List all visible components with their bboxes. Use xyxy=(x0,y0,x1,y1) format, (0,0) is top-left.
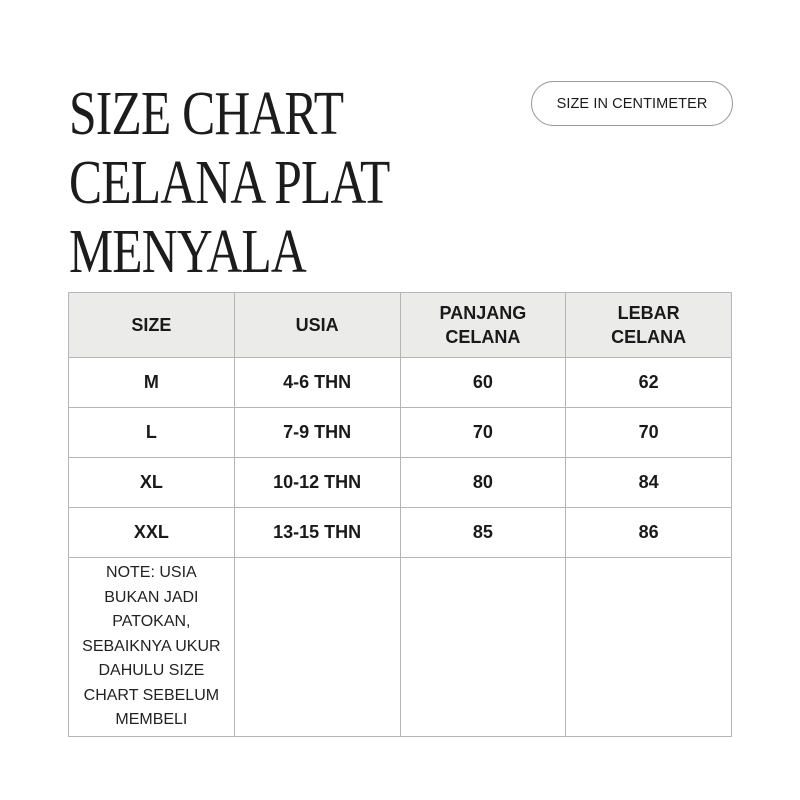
cell-lebar: 86 xyxy=(565,507,732,558)
empty-cell xyxy=(565,557,732,737)
title-line: MENYALA xyxy=(69,218,307,286)
note-row: NOTE: USIA BUKAN JADI PATOKAN, SEBAIKNYA… xyxy=(68,557,732,737)
cell-usia: 4-6 THN xyxy=(233,357,401,408)
cell-panjang: 85 xyxy=(399,507,567,558)
cell-usia: 10-12 THN xyxy=(233,457,401,508)
header-panjang-celana: PANJANG CELANA xyxy=(399,292,567,358)
cell-usia: 13-15 THN xyxy=(233,507,401,558)
page-title: SIZE CHART CELANA PLAT MENYALA xyxy=(69,80,390,287)
cell-lebar: 70 xyxy=(565,407,732,458)
table-row: M 4-6 THN 60 62 xyxy=(68,357,732,408)
cell-panjang: 60 xyxy=(399,357,567,408)
title-line: CELANA PLAT xyxy=(69,149,390,217)
header-usia: USIA xyxy=(233,292,401,358)
cell-panjang: 80 xyxy=(399,457,567,508)
header-size: SIZE xyxy=(68,292,235,358)
cell-size: L xyxy=(68,407,235,458)
table-row: XL 10-12 THN 80 84 xyxy=(68,457,732,508)
table-row: L 7-9 THN 70 70 xyxy=(68,407,732,458)
unit-badge: SIZE IN CENTIMETER xyxy=(531,81,733,126)
empty-cell xyxy=(233,557,401,737)
size-table: SIZE USIA PANJANG CELANA LEBAR CELANA M 4-… xyxy=(68,292,732,737)
cell-lebar: 84 xyxy=(565,457,732,508)
cell-size: XL xyxy=(68,457,235,508)
cell-usia: 7-9 THN xyxy=(233,407,401,458)
table-header-row: SIZE USIA PANJANG CELANA LEBAR CELANA xyxy=(68,292,732,358)
note-cell: NOTE: USIA BUKAN JADI PATOKAN, SEBAIKNYA… xyxy=(68,557,235,737)
title-line: SIZE CHART xyxy=(69,80,344,148)
cell-panjang: 70 xyxy=(399,407,567,458)
header-lebar-celana: LEBAR CELANA xyxy=(565,292,732,358)
cell-size: XXL xyxy=(68,507,235,558)
table-row: XXL 13-15 THN 85 86 xyxy=(68,507,732,558)
cell-size: M xyxy=(68,357,235,408)
empty-cell xyxy=(399,557,567,737)
cell-lebar: 62 xyxy=(565,357,732,408)
